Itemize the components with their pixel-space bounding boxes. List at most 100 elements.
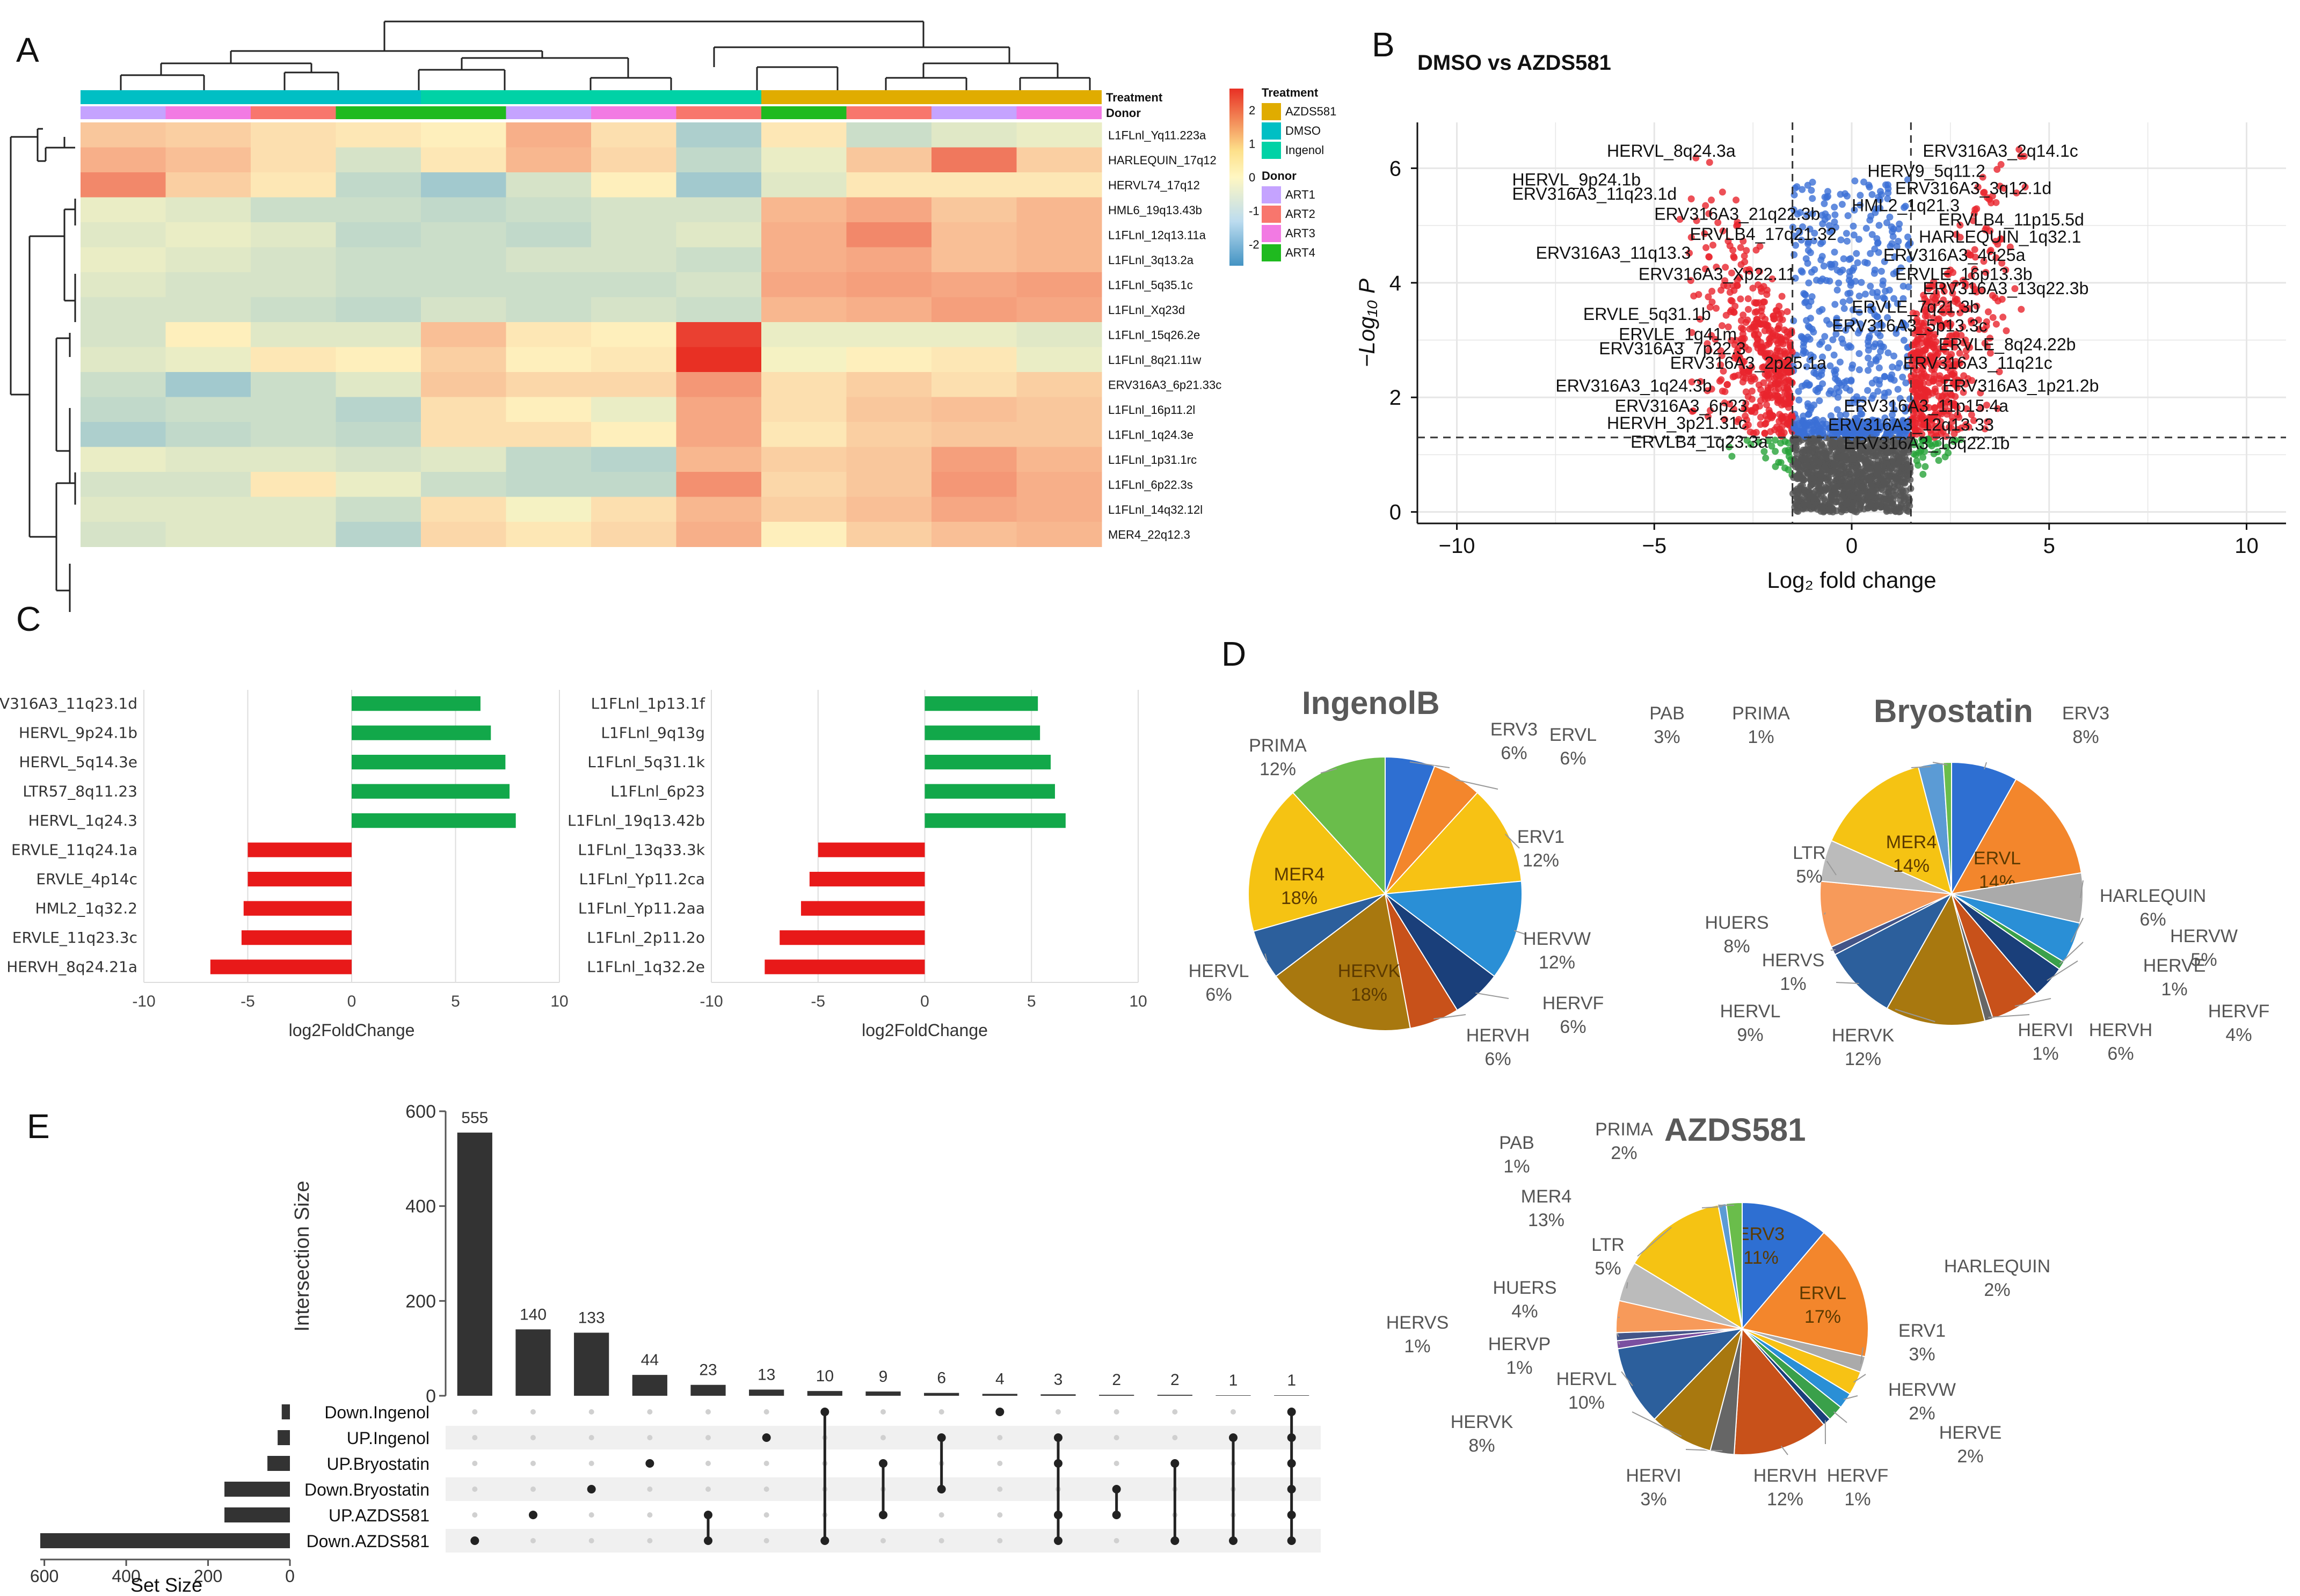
volcano-point xyxy=(1821,193,1829,201)
volcano-point xyxy=(1944,356,1952,363)
volcano-point xyxy=(1948,339,1956,347)
pie-slice-name: HERVS xyxy=(1386,1313,1449,1333)
volcano-point xyxy=(1819,353,1826,361)
heatmap-cell xyxy=(676,322,762,347)
x-tick-label: −10 xyxy=(1439,534,1475,558)
heatmap-row-label: HERVL74_17q12 xyxy=(1108,179,1200,192)
volcano-point xyxy=(1884,349,1892,356)
heatmap-cell xyxy=(676,447,762,472)
volcano-point xyxy=(1692,154,1700,162)
intersection-count: 4 xyxy=(995,1370,1005,1388)
volcano-point xyxy=(1734,221,1742,229)
volcano-point xyxy=(1739,311,1747,319)
heatmap-cell xyxy=(251,447,336,472)
treatment-annotation-cell xyxy=(1016,90,1102,104)
volcano-point xyxy=(1991,294,1999,302)
heatmap-cell xyxy=(761,272,847,297)
volcano-point xyxy=(1884,302,1891,309)
intersection-bar xyxy=(1099,1395,1134,1396)
volcano-point xyxy=(1889,232,1897,240)
volcano-point xyxy=(1772,448,1779,455)
volcano-point xyxy=(1739,237,1747,245)
pie-slice-name: HERVH xyxy=(1753,1466,1817,1486)
heatmap-cell xyxy=(165,347,251,373)
volcano-point xyxy=(1831,211,1839,218)
volcano-point xyxy=(1704,340,1711,347)
volcano-point xyxy=(1810,426,1817,433)
bar-chart-c1: -10 -5 0 5 10 ERV316A3_11q23.1d HERVL_9p24.1b H… xyxy=(0,690,569,1040)
x-tick-label: 5 xyxy=(2043,534,2055,558)
pie-leader-line xyxy=(1475,992,1509,999)
volcano-point xyxy=(1705,210,1713,217)
volcano-point xyxy=(1981,425,1989,433)
pie-slice-pct: 6% xyxy=(2139,909,2166,930)
volcano-point xyxy=(1888,240,1896,247)
heatmap-cell xyxy=(931,372,1017,397)
volcano-point xyxy=(1804,260,1811,267)
x-tick-label: −5 xyxy=(1642,534,1666,558)
volcano-point xyxy=(1911,382,1919,390)
volcano-point xyxy=(1831,368,1838,375)
volcano-point xyxy=(1920,291,1927,299)
matrix-dot xyxy=(530,1538,536,1543)
volcano-point xyxy=(1989,192,1996,200)
volcano-point xyxy=(1884,195,1891,202)
matrix-dot xyxy=(1113,1538,1119,1543)
volcano-point xyxy=(1816,504,1824,512)
bar-category-label: ERVLE_4p14c xyxy=(36,870,137,888)
pie-slice-name: HERVL xyxy=(1189,961,1249,981)
volcano-point xyxy=(1984,194,1991,201)
volcano-point xyxy=(1927,355,1934,362)
volcano-point xyxy=(1954,300,1962,307)
volcano-point xyxy=(1832,489,1840,497)
heatmap-cell xyxy=(81,372,166,397)
volcano-title: DMSO vs AZDS581 xyxy=(1417,51,1611,75)
volcano-point xyxy=(1811,363,1819,371)
volcano-point xyxy=(1840,305,1848,312)
pie-slice-pct: 1% xyxy=(2032,1044,2058,1064)
heatmap-cell xyxy=(421,422,506,447)
pie-slice-name: ERV3 xyxy=(2062,703,2109,724)
heatmap-cell xyxy=(506,372,592,397)
volcano-point xyxy=(1803,211,1810,218)
treatment-annotation-cell xyxy=(591,90,676,104)
volcano-point xyxy=(1881,373,1888,380)
volcano-point xyxy=(1843,237,1851,245)
volcano-point xyxy=(1858,410,1866,418)
volcano-point xyxy=(1967,317,1975,324)
volcano-point xyxy=(1939,392,1946,400)
volcano-point xyxy=(1911,330,1918,337)
volcano-point xyxy=(1726,443,1733,450)
pie-slice-name: HERVP xyxy=(1488,1334,1551,1354)
volcano-point xyxy=(1883,428,1891,436)
volcano-point xyxy=(1992,254,2000,261)
volcano-point xyxy=(1757,339,1765,346)
volcano-point xyxy=(1864,259,1871,267)
heatmap-cell xyxy=(336,122,421,148)
heatmap-cell xyxy=(846,397,932,422)
volcano-point xyxy=(1965,305,1973,312)
bar-category-label: L1FLnl_1p13.1f xyxy=(591,695,706,712)
volcano-point xyxy=(1971,206,1979,214)
heatmap-cell xyxy=(761,522,847,547)
volcano-point xyxy=(1721,399,1728,406)
heatmap-cell xyxy=(931,322,1017,347)
matrix-dot xyxy=(880,1538,886,1543)
volcano-point xyxy=(1826,362,1834,370)
volcano-point xyxy=(1752,428,1760,436)
heatmap-cell xyxy=(336,322,421,347)
heatmap-cell xyxy=(165,247,251,273)
heatmap-cell xyxy=(846,322,932,347)
heatmap-cell xyxy=(81,422,166,447)
volcano-point xyxy=(1821,200,1828,207)
volcano-point xyxy=(1956,234,1964,241)
heatmap-cell xyxy=(81,497,166,522)
volcano-point xyxy=(1899,418,1907,425)
treatment-annotation-cell xyxy=(846,90,931,104)
volcano-point xyxy=(1857,201,1864,209)
volcano-point xyxy=(1739,325,1747,333)
volcano-point xyxy=(1900,449,1908,457)
matrix-dot xyxy=(472,1409,478,1415)
volcano-point xyxy=(1896,360,1903,367)
volcano-point xyxy=(1992,199,2000,206)
